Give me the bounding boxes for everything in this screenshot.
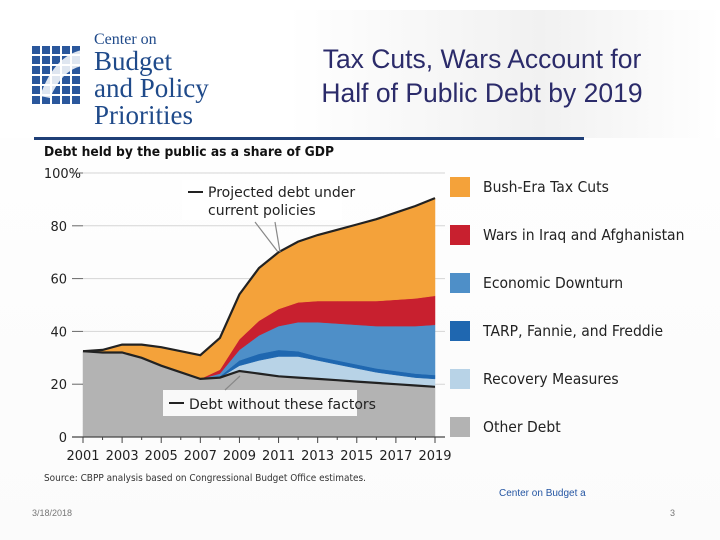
logo-grid-icon	[32, 46, 82, 104]
debt-without-factors-line	[82, 350, 436, 388]
annotation-projected-line-2: current policies	[208, 203, 316, 219]
slide-page-number: 3	[670, 508, 676, 518]
x-tick-label: 2017	[379, 449, 412, 464]
legend-swatch	[450, 177, 470, 197]
annotations: Projected debt under current policies Debt…	[163, 180, 376, 416]
logo-line-2: Budget	[94, 46, 172, 76]
legend-item: Economic Downturn	[450, 271, 634, 295]
logo-text: Center on Budget and Policy Priorities	[94, 32, 209, 129]
annotation-without-text: Debt without these factors	[189, 397, 376, 413]
legend-label: Other Debt	[483, 418, 561, 436]
x-tick-label: 2011	[262, 449, 295, 464]
legend-label: Bush-Era Tax Cuts	[483, 178, 609, 196]
footer-org: Center on Budget a	[499, 488, 586, 499]
slide-title-line-1: Tax Cuts, Wars Account for	[322, 44, 642, 74]
logo-line-1: Center on	[94, 31, 157, 48]
cbpp-logo: Center on Budget and Policy Priorities	[22, 14, 222, 129]
legend-label: Wars in Iraq and Afghanistan	[483, 226, 685, 244]
annotation-box-projected	[182, 180, 342, 220]
chart-source: Source: CBPP analysis based on Congressi…	[44, 473, 366, 484]
slide-title: Tax Cuts, Wars Account for Half of Publi…	[262, 42, 702, 110]
legend-swatch	[450, 273, 470, 293]
y-tick-label: 20	[50, 378, 67, 393]
annotation-pointer	[274, 221, 281, 253]
slide-date: 3/18/2018	[32, 508, 73, 518]
x-tick-label: 2005	[145, 449, 178, 464]
legend-item: Bush-Era Tax Cuts	[450, 175, 618, 199]
annotation-pointer	[224, 375, 241, 391]
x-tick-label: 2013	[301, 449, 334, 464]
legend-swatch	[450, 225, 470, 245]
x-tick-label: 2001	[66, 449, 99, 464]
projected-debt-line	[82, 197, 436, 357]
annotation-box-without	[163, 390, 357, 416]
y-tick-label: 0	[59, 431, 67, 446]
annotation-projected-line-1: Projected debt under	[208, 185, 355, 201]
x-tick-label: 2007	[184, 449, 217, 464]
y-tick-label: 40	[50, 325, 67, 340]
chart-panel	[34, 137, 584, 500]
legend-swatch	[450, 321, 470, 341]
chart-title: Debt held by the public as a share of GD…	[44, 144, 334, 160]
legend-item: Other Debt	[450, 415, 567, 439]
logo-line-4: Priorities	[94, 100, 193, 130]
y-tick-label: 80	[50, 220, 67, 235]
y-tick-label: 60	[50, 273, 67, 288]
y-tick-label: 100%	[44, 167, 81, 182]
legend-item: Wars in Iraq and Afghanistan	[450, 223, 700, 247]
logo-line-3: and Policy	[94, 73, 209, 103]
x-tick-label: 2003	[106, 449, 139, 464]
legend-swatch	[450, 369, 470, 389]
x-tick-label: 2015	[340, 449, 373, 464]
header-band	[0, 10, 720, 138]
legend-label: Recovery Measures	[483, 370, 619, 388]
legend-label: TARP, Fannie, and Freddie	[483, 322, 664, 340]
axes: 0 20 40 60 80 100% 2001 2003 2005 2007 2009 2011 201…	[44, 167, 452, 464]
legend-label: Economic Downturn	[483, 274, 624, 292]
slide-title-line-2: Half of Public Debt by 2019	[321, 78, 643, 108]
legend-item: Recovery Measures	[450, 367, 629, 391]
annotation-pointer	[254, 221, 279, 253]
x-tick-label: 2009	[223, 449, 256, 464]
x-tick-label: 2019	[418, 449, 451, 464]
legend-item: TARP, Fannie, and Freddie	[450, 319, 677, 343]
legend-swatch	[450, 417, 470, 437]
